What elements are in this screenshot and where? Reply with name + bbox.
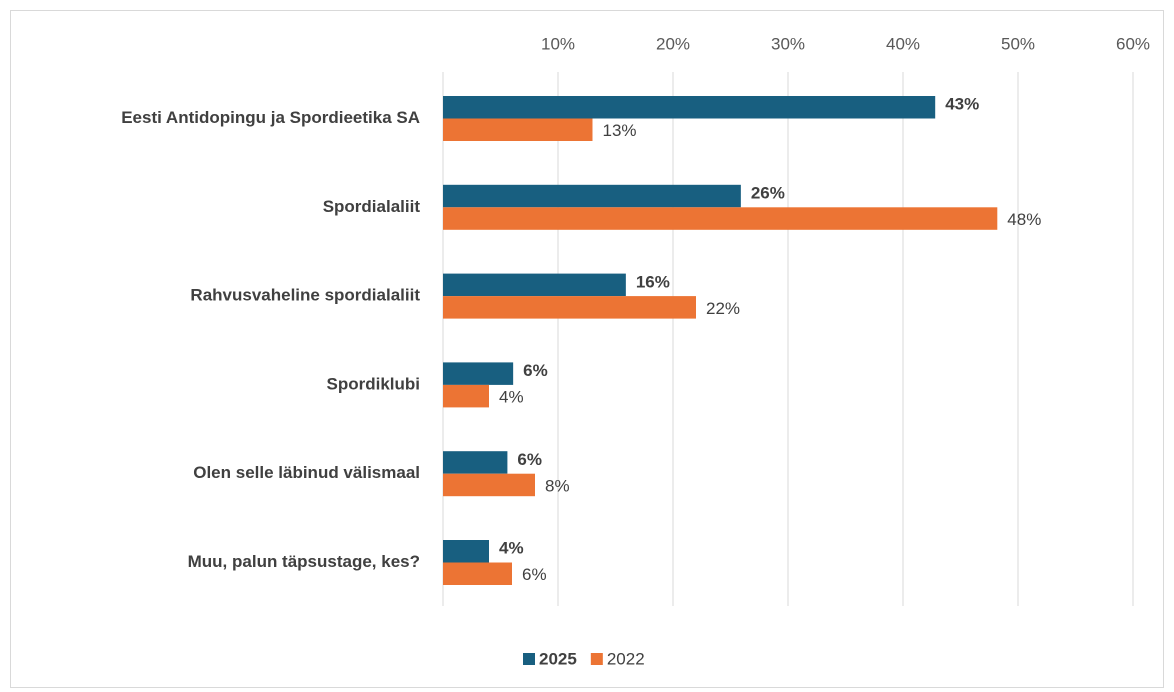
bar: [443, 540, 489, 563]
bar: [443, 362, 514, 385]
data-label: 22%: [706, 299, 740, 318]
category-label: Olen selle läbinud välismaal: [193, 463, 420, 482]
bar: [443, 96, 936, 119]
x-tick-label: 10%: [541, 34, 575, 53]
data-label: 26%: [751, 184, 785, 203]
x-tick-label: 30%: [771, 34, 805, 53]
bar: [443, 118, 593, 141]
bar: [443, 273, 626, 297]
bar: [443, 384, 489, 408]
category-label: Eesti Antidopingu ja Spordieetika SA: [121, 108, 420, 127]
category-label: Muu, palun täpsustage, kes?: [188, 552, 420, 571]
data-label: 43%: [945, 95, 979, 114]
bar: [443, 473, 535, 497]
legend-label: 2022: [607, 649, 645, 668]
legend-swatch: [523, 653, 535, 665]
x-tick-label: 60%: [1116, 34, 1150, 53]
data-label: 48%: [1007, 210, 1041, 229]
data-label: 13%: [603, 121, 637, 140]
bar: [443, 207, 998, 230]
bar: [443, 562, 512, 585]
category-label: Spordialaliit: [323, 197, 421, 216]
legend-swatch: [590, 653, 603, 665]
x-tick-label: 40%: [886, 34, 920, 53]
data-label: 16%: [636, 272, 670, 291]
data-label: 4%: [499, 388, 524, 407]
category-label: Spordiklubi: [327, 374, 421, 393]
bar: [443, 296, 696, 319]
x-tick-label: 50%: [1001, 34, 1035, 53]
legend-label: 2025: [539, 649, 577, 668]
x-tick-label: 20%: [656, 34, 690, 53]
data-label: 6%: [522, 565, 547, 584]
category-label: Rahvusvaheline spordialaliit: [190, 286, 420, 305]
data-label: 6%: [517, 450, 542, 469]
data-label: 6%: [523, 361, 548, 380]
bar: [443, 451, 508, 474]
data-label: 8%: [545, 476, 570, 495]
data-label: 4%: [499, 539, 524, 558]
bar: [443, 184, 741, 208]
